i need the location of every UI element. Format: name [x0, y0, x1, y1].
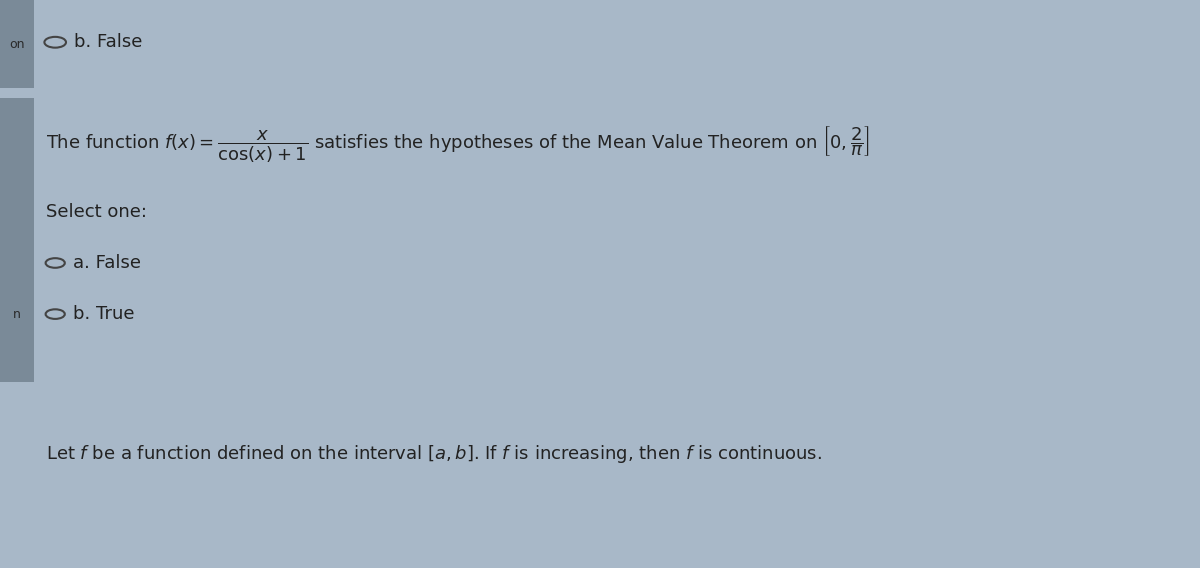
- FancyBboxPatch shape: [0, 98, 34, 382]
- Text: n: n: [13, 308, 20, 320]
- Text: on: on: [10, 37, 24, 51]
- Text: b. False: b. False: [74, 34, 143, 51]
- Text: a. False: a. False: [73, 254, 142, 272]
- Text: The function $f(x) = \dfrac{x}{\cos(x)+1}$ satisfies the hypotheses of the Mean : The function $f(x) = \dfrac{x}{\cos(x)+1…: [46, 124, 870, 164]
- Text: Let $f$ be a function defined on the interval $[a, b]$. If $f$ is increasing, th: Let $f$ be a function defined on the int…: [46, 443, 822, 465]
- Text: b. True: b. True: [73, 305, 134, 323]
- Text: Select one:: Select one:: [46, 203, 146, 221]
- FancyBboxPatch shape: [0, 0, 34, 88]
